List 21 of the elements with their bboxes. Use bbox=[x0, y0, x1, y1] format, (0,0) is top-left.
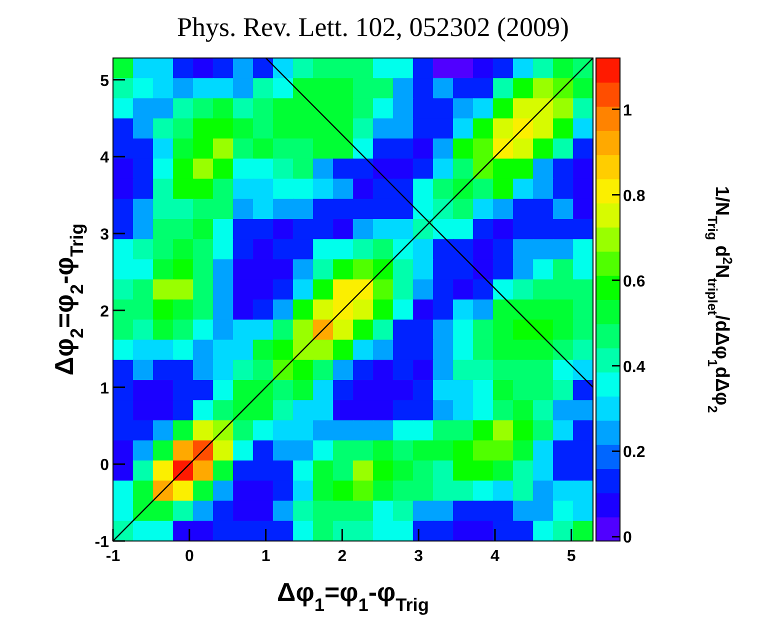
x-tick-label: 5 bbox=[566, 548, 576, 565]
x-axis-title: Δφ$_{1}$=φ$_{1}$-φ$_{Trig}$ bbox=[277, 577, 429, 615]
y-tick-label: 0 bbox=[100, 457, 110, 474]
y-tick-label: 5 bbox=[100, 72, 110, 90]
x-tick-label: 0 bbox=[184, 548, 194, 565]
y-tick-label: 2 bbox=[100, 303, 110, 320]
color-bar-label: 0.8 bbox=[623, 188, 646, 205]
color-bar-label: 1 bbox=[623, 102, 632, 120]
y-tick-label: 1 bbox=[100, 380, 110, 398]
color-bar-label: 0.2 bbox=[623, 444, 646, 462]
x-tick-label: 4 bbox=[490, 548, 500, 565]
x-tick-label: 2 bbox=[338, 548, 347, 565]
y-tick-label: 3 bbox=[100, 226, 110, 244]
x-tick-label: 1 bbox=[261, 548, 270, 565]
color-bar-label: 0.4 bbox=[623, 358, 646, 376]
y-tick-label: -1 bbox=[94, 534, 110, 551]
color-bar-label: 0.6 bbox=[623, 273, 646, 290]
x-tick-label: 3 bbox=[414, 548, 424, 565]
y-tick-label: 4 bbox=[100, 150, 110, 167]
chart-title: Phys. Rev. Lett. 102, 052302 (2009) bbox=[177, 12, 569, 42]
color-bar-label: 0 bbox=[623, 530, 632, 547]
